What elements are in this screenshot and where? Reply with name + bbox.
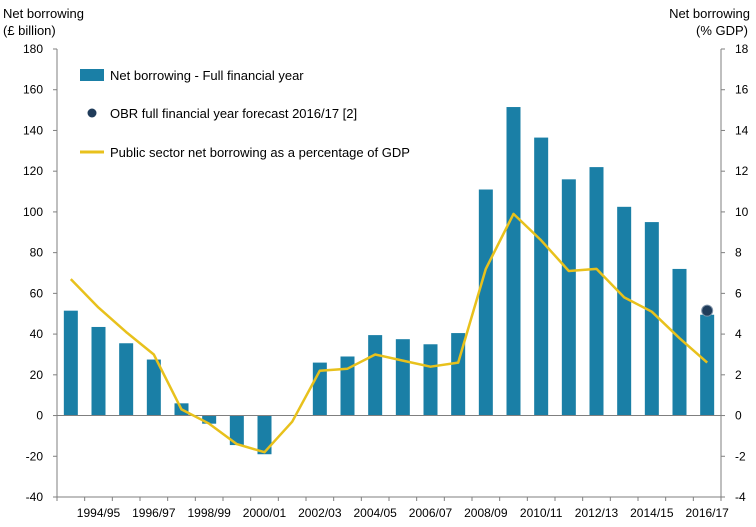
x-tick-label: 2014/15 — [630, 506, 674, 520]
bar — [561, 179, 576, 416]
bar — [506, 107, 521, 416]
bar — [119, 343, 134, 416]
right-tick-label: 18 — [735, 42, 749, 56]
left-tick-label: 20 — [30, 368, 44, 382]
left-tick-label: 160 — [23, 83, 43, 97]
left-axis-title-line2: (£ billion) — [3, 23, 56, 38]
bar — [368, 335, 383, 416]
right-tick-label: 6 — [735, 286, 742, 300]
legend-label-bar: Net borrowing - Full financial year — [110, 68, 304, 83]
bar — [478, 189, 493, 416]
x-tick-label: 2012/13 — [575, 506, 619, 520]
bar — [91, 326, 106, 416]
left-axis-title-line1: Net borrowing — [3, 6, 84, 21]
right-tick-label: 4 — [735, 327, 742, 341]
bar — [700, 314, 715, 416]
left-tick-label: 80 — [30, 246, 44, 260]
legend: Net borrowing - Full financial year OBR … — [80, 68, 410, 160]
forecast-point — [701, 304, 714, 317]
bar — [589, 167, 604, 416]
x-tick-label: 2004/05 — [353, 506, 397, 520]
right-tick-label: -2 — [735, 449, 746, 463]
left-tick-label: -20 — [26, 449, 44, 463]
x-tick-label: 2010/11 — [520, 506, 563, 520]
bar — [672, 268, 687, 416]
bar — [257, 415, 272, 455]
x-tick-label: 2006/07 — [409, 506, 453, 520]
left-tick-label: -40 — [26, 490, 44, 504]
left-tick-label: 0 — [36, 409, 43, 423]
left-tick-label: 140 — [23, 123, 43, 137]
x-tick-label: 1994/95 — [77, 506, 121, 520]
right-tick-label: -4 — [735, 490, 746, 504]
x-tick-label: 2002/03 — [298, 506, 342, 520]
bar — [423, 344, 438, 416]
left-tick-label: 60 — [30, 286, 44, 300]
line-group — [69, 212, 714, 454]
left-tick-label: 40 — [30, 327, 44, 341]
gdp-percentage-line — [69, 212, 709, 454]
x-tick-label: 2016/17 — [685, 506, 729, 520]
x-tick-label: 2008/09 — [464, 506, 508, 520]
axes-group: -40-20020406080100120140160180-4-2024681… — [23, 42, 749, 520]
legend-swatch-point — [87, 108, 97, 118]
bar — [644, 222, 659, 416]
bar — [340, 356, 355, 416]
right-tick-label: 2 — [735, 368, 742, 382]
x-tick-label: 1996/97 — [132, 506, 176, 520]
bar — [395, 339, 410, 416]
right-tick-label: 8 — [735, 246, 742, 260]
left-tick-label: 180 — [23, 42, 43, 56]
legend-label-line: Public sector net borrowing as a percent… — [110, 145, 410, 160]
right-tick-label: 14 — [735, 123, 749, 137]
bar — [617, 206, 632, 416]
bar — [534, 137, 549, 416]
right-tick-label: 10 — [735, 205, 749, 219]
bar — [202, 415, 217, 424]
legend-label-point: OBR full financial year forecast 2016/17… — [110, 106, 357, 121]
left-tick-label: 120 — [23, 164, 43, 178]
right-axis-title-line1: Net borrowing — [669, 6, 750, 21]
legend-swatch-bar — [80, 69, 104, 81]
bar — [229, 415, 244, 446]
left-tick-label: 100 — [23, 205, 43, 219]
right-tick-label: 12 — [735, 164, 749, 178]
x-tick-label: 1998/99 — [187, 506, 231, 520]
bar — [146, 359, 161, 416]
x-tick-label: 2000/01 — [243, 506, 287, 520]
right-tick-label: 0 — [735, 409, 742, 423]
right-tick-label: 16 — [735, 83, 749, 97]
right-axis-title-line2: (% GDP) — [696, 23, 748, 38]
bar — [63, 310, 78, 416]
